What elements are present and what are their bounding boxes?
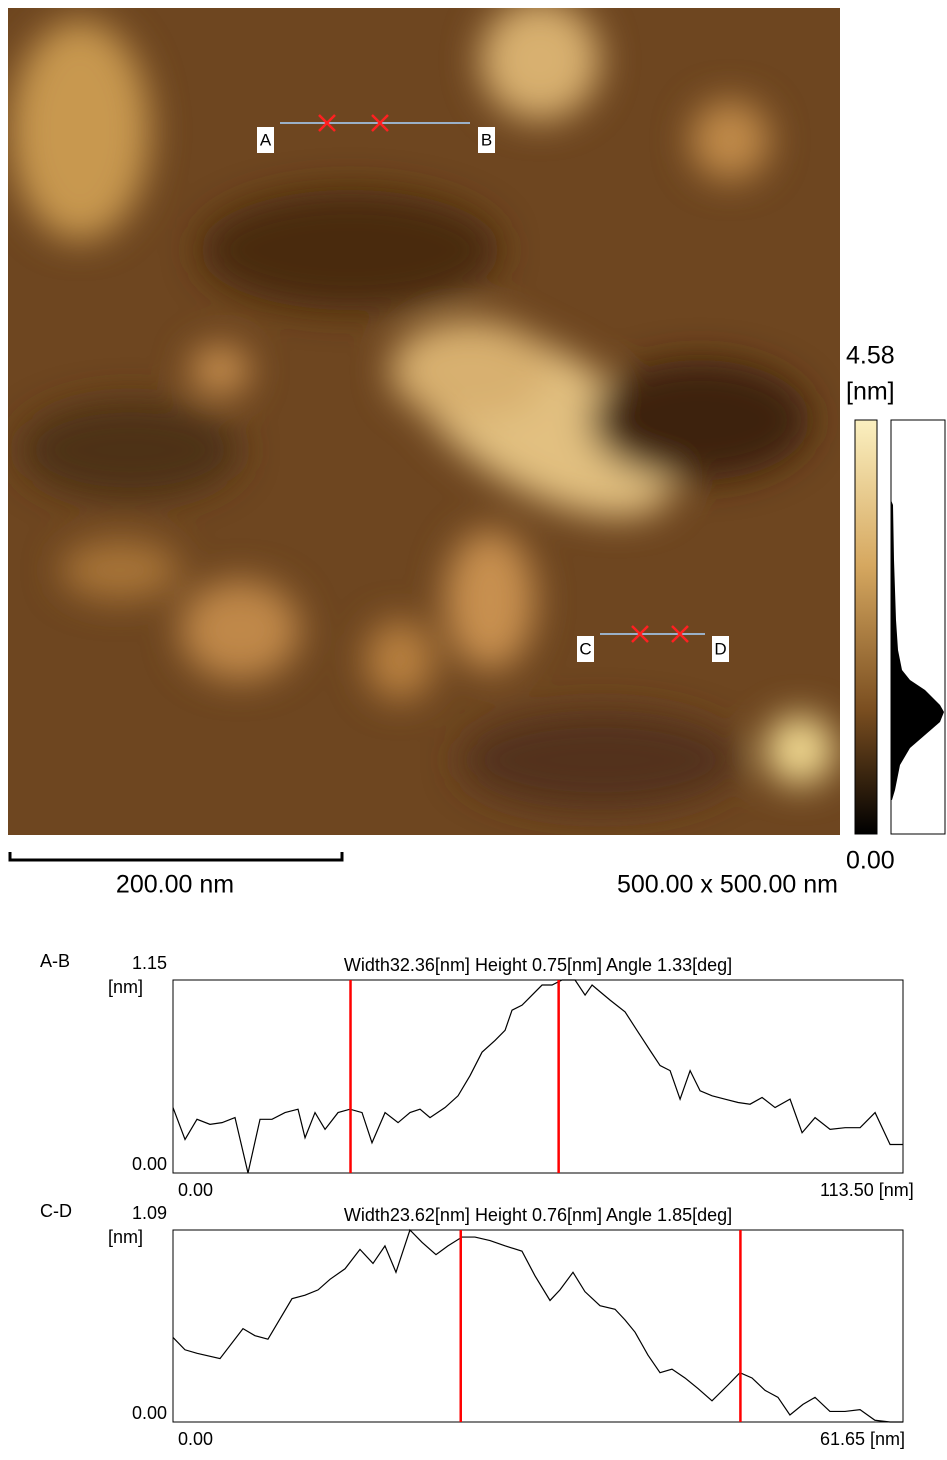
plot-frame xyxy=(173,1230,903,1422)
y-tick-label: 1.09 xyxy=(132,1203,167,1223)
color-unit: [nm] xyxy=(846,378,895,406)
page: A B C D 200.00 nm 500.00 x 500.00 nm 4.5… xyxy=(0,0,947,1455)
x-tick-label: 0.00 xyxy=(178,1429,213,1449)
marker-label: A xyxy=(260,130,272,149)
y-tick-label: 1.15 xyxy=(132,953,167,973)
afm-image: A B C D xyxy=(8,0,840,835)
marker-label: D xyxy=(714,639,726,658)
scale-bar-label: 200.00 nm xyxy=(116,871,234,899)
color-bar xyxy=(855,420,877,834)
x-tick-label: 0.00 xyxy=(178,1180,213,1200)
color-min: 0.00 xyxy=(846,847,895,875)
plot-title: Width23.62[nm] Height 0.76[nm] Angle 1.8… xyxy=(344,1205,732,1225)
profile-label: C-D xyxy=(40,1201,72,1221)
marker-label: B xyxy=(481,130,492,149)
x-tick-label: 61.65 [nm] xyxy=(820,1429,905,1449)
marker-label: C xyxy=(579,639,591,658)
histogram-box xyxy=(891,420,945,834)
figure: A B C D 200.00 nm 500.00 x 500.00 nm 4.5… xyxy=(0,0,947,1455)
plot-title: Width32.36[nm] Height 0.75[nm] Angle 1.3… xyxy=(344,955,732,975)
y-axis-label: [nm] xyxy=(108,977,143,997)
image-size: 500.00 x 500.00 nm xyxy=(617,871,838,899)
profile-label: A-B xyxy=(40,951,70,971)
y-tick-label: 0.00 xyxy=(132,1403,167,1423)
plot-frame xyxy=(173,980,903,1173)
y-tick-label: 0.00 xyxy=(132,1154,167,1174)
x-tick-label: 113.50 [nm] xyxy=(820,1180,914,1200)
y-axis-label: [nm] xyxy=(108,1227,143,1247)
scale-bar xyxy=(10,852,342,860)
color-max: 4.58 xyxy=(846,342,895,370)
